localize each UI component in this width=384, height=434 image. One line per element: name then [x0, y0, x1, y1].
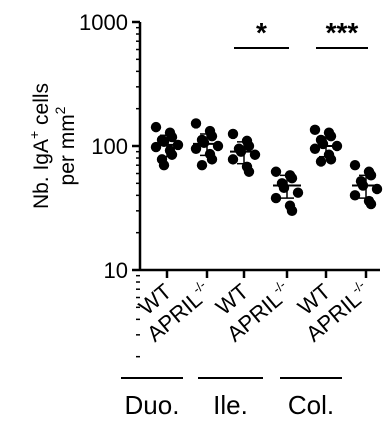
data-point — [315, 156, 327, 167]
y-tick-label: 1000 — [79, 10, 128, 35]
data-point — [243, 166, 255, 177]
y-tick-label: 10 — [104, 258, 128, 283]
data-point — [292, 187, 304, 198]
data-point — [206, 154, 218, 165]
data-point — [349, 160, 361, 171]
data-point — [150, 141, 162, 153]
region-label: Col. — [288, 390, 334, 420]
significance-label: *** — [326, 17, 359, 48]
data-point — [286, 205, 298, 217]
data-point — [309, 124, 321, 136]
y-axis-label-line2: per mm2 — [52, 106, 79, 185]
data-point — [196, 160, 208, 171]
data-point — [286, 172, 298, 184]
data-point — [190, 118, 202, 129]
y-tick-label: 100 — [91, 134, 128, 159]
data-point — [270, 166, 282, 177]
significance-label: * — [256, 17, 267, 48]
data-point — [270, 192, 282, 204]
data-point — [206, 130, 218, 142]
data-point — [150, 121, 162, 133]
data-point — [227, 154, 239, 165]
data-point — [349, 190, 361, 201]
region-label: Duo. — [125, 390, 180, 420]
data-point — [166, 149, 178, 160]
data-point — [158, 160, 170, 171]
data-point — [190, 143, 202, 154]
data-point — [212, 140, 224, 152]
y-axis-label: Nb. IgA+ cells — [26, 83, 53, 209]
data-point — [365, 198, 377, 210]
data-point — [325, 154, 337, 165]
data-point — [325, 130, 337, 142]
data-point — [166, 131, 178, 143]
data-point — [227, 128, 239, 140]
data-point — [243, 140, 255, 152]
region-label: Ile. — [213, 390, 248, 420]
